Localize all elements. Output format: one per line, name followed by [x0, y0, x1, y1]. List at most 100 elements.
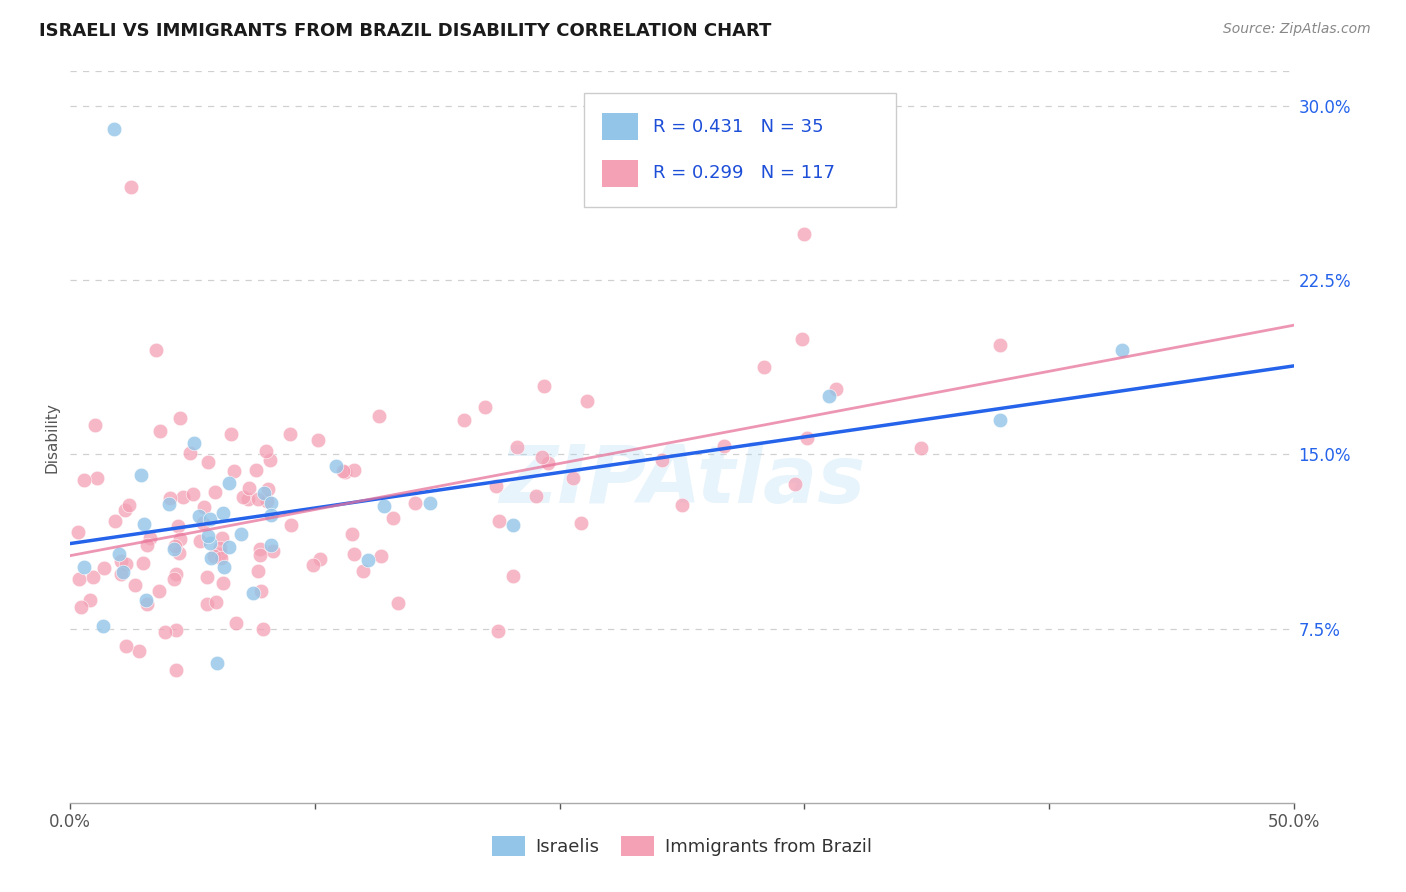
Point — [82, 570, 104, 584]
Point — [197, 455, 219, 469]
Point — [453, 413, 475, 427]
Point — [200, 512, 222, 526]
Point — [212, 576, 235, 591]
Point — [256, 494, 278, 508]
Point — [129, 468, 152, 483]
Point — [533, 378, 555, 392]
Point — [260, 495, 283, 509]
Point — [382, 511, 405, 525]
Point — [752, 359, 775, 374]
Point — [569, 516, 592, 530]
Point — [537, 456, 560, 470]
Point — [488, 514, 510, 528]
Point — [793, 227, 815, 241]
Point — [783, 477, 806, 491]
Point — [474, 400, 496, 414]
Point — [195, 570, 218, 584]
Point — [67, 525, 90, 540]
Bar — [602, 160, 638, 186]
Point — [309, 552, 332, 566]
Point — [796, 431, 818, 445]
Point — [165, 567, 187, 582]
Point — [225, 616, 247, 631]
Point — [139, 531, 162, 545]
Point — [817, 389, 839, 403]
Point — [136, 538, 159, 552]
Point — [132, 556, 155, 570]
Point — [107, 547, 129, 561]
Text: ISRAELI VS IMMIGRANTS FROM BRAZIL DISABILITY CORRELATION CHART: ISRAELI VS IMMIGRANTS FROM BRAZIL DISABI… — [39, 22, 772, 40]
Point — [238, 481, 260, 495]
Point — [212, 560, 235, 574]
Point — [115, 639, 138, 653]
Point — [242, 586, 264, 600]
Point — [246, 491, 269, 506]
Point — [531, 450, 554, 464]
Point — [181, 487, 204, 501]
Point — [218, 540, 240, 554]
Point — [988, 338, 1011, 352]
Point — [93, 561, 115, 575]
Point — [188, 533, 211, 548]
Point — [222, 463, 245, 477]
Point — [165, 663, 187, 677]
Point — [205, 595, 228, 609]
Point — [502, 518, 524, 533]
Point — [825, 382, 848, 396]
Point — [505, 440, 527, 454]
Point — [502, 569, 524, 583]
Point — [169, 411, 191, 425]
Point — [73, 559, 96, 574]
Point — [340, 527, 363, 541]
Point — [419, 496, 441, 510]
FancyBboxPatch shape — [583, 94, 896, 207]
Point — [169, 532, 191, 546]
Point — [145, 343, 167, 357]
Point — [73, 473, 96, 487]
Point — [208, 541, 231, 556]
Point — [86, 471, 108, 485]
Point — [193, 500, 215, 514]
Point — [651, 453, 673, 467]
Point — [307, 433, 329, 447]
Point — [1111, 343, 1133, 357]
Point — [262, 544, 284, 558]
Point — [135, 597, 157, 611]
Point — [259, 453, 281, 467]
Point — [485, 479, 508, 493]
Point — [93, 618, 115, 632]
Point — [79, 593, 101, 607]
Point — [128, 643, 150, 657]
Point — [163, 541, 186, 556]
Point — [104, 514, 127, 528]
Point — [163, 572, 186, 586]
Point — [524, 490, 547, 504]
Text: ZIPAtlas: ZIPAtlas — [499, 442, 865, 520]
Point — [221, 426, 243, 441]
Point — [124, 577, 146, 591]
Point — [179, 445, 201, 459]
Point — [486, 624, 509, 639]
Point — [232, 490, 254, 504]
Point — [356, 553, 378, 567]
Point — [195, 597, 218, 611]
Point — [159, 491, 181, 505]
Point — [211, 532, 233, 546]
Bar — [602, 113, 638, 140]
Point — [134, 516, 156, 531]
Point — [278, 427, 301, 442]
Point — [209, 547, 232, 561]
Point — [163, 539, 186, 553]
Point — [218, 476, 240, 491]
Point — [238, 491, 260, 506]
Point — [183, 435, 205, 450]
Text: Source: ZipAtlas.com: Source: ZipAtlas.com — [1223, 22, 1371, 37]
Point — [188, 509, 211, 524]
Point — [110, 553, 132, 567]
Point — [205, 657, 228, 671]
Point — [202, 549, 225, 563]
Point — [121, 180, 143, 194]
Point — [172, 490, 194, 504]
Point — [910, 441, 932, 455]
Point — [200, 550, 222, 565]
